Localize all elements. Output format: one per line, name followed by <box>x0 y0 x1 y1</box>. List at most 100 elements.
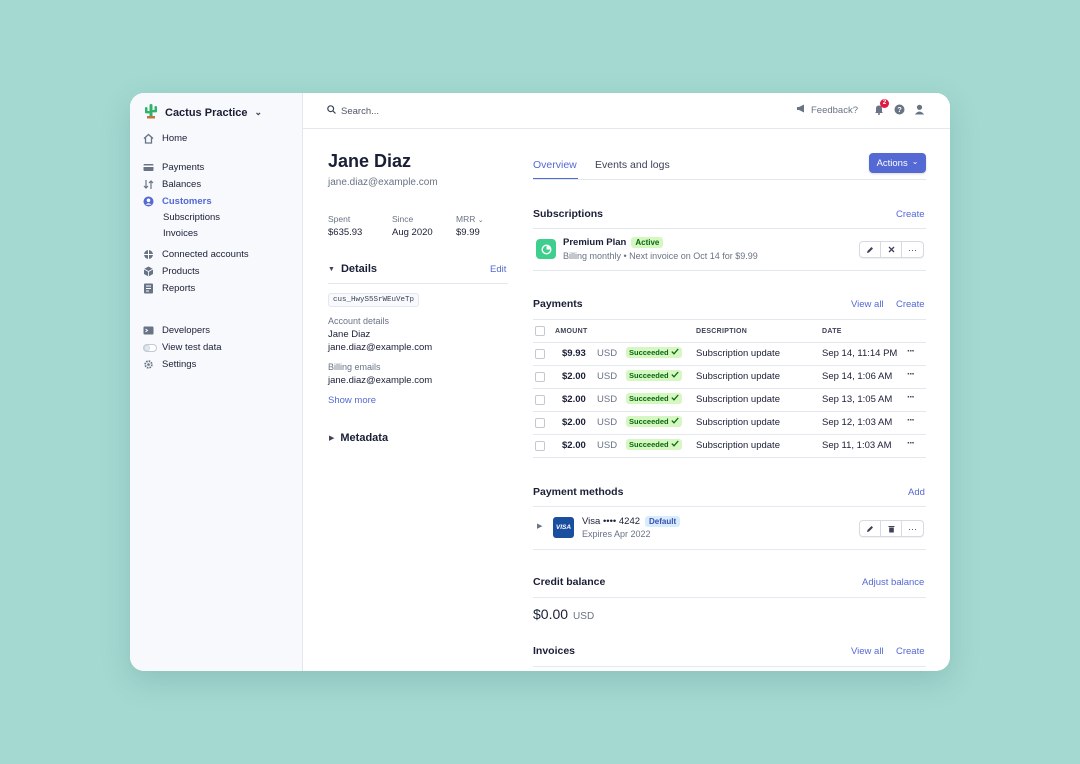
bell-icon <box>874 105 884 118</box>
brand-name: Cactus Practice <box>165 106 248 119</box>
sidebar-item-customers[interactable]: Customers <box>143 196 212 207</box>
account-switcher[interactable]: Cactus Practice ⌄ <box>144 103 262 122</box>
create-subscription-link[interactable]: Create <box>896 209 925 220</box>
add-payment-method-link[interactable]: Add <box>908 487 925 498</box>
sidebar-item-subscriptions[interactable]: Subscriptions <box>163 212 221 223</box>
details-toggle[interactable]: ▼ Details <box>328 263 377 275</box>
create-invoice-link[interactable]: Create <box>896 646 925 657</box>
sidebar-item-connected-accounts[interactable]: Connected accounts <box>143 249 249 260</box>
subscription-icon <box>536 239 556 259</box>
divider <box>533 319 926 320</box>
sidebar-item-products[interactable]: Products <box>143 266 200 277</box>
sidebar-item-developers[interactable]: Developers <box>143 325 210 336</box>
user-icon[interactable] <box>914 104 925 118</box>
divider <box>533 597 926 598</box>
products-icon <box>143 266 154 277</box>
payment-date: Sep 11, 1:03 AM <box>822 440 892 451</box>
status-badge: Active <box>631 237 664 248</box>
actions-button[interactable]: Actions ⌄ <box>869 153 926 173</box>
sidebar-item-payments[interactable]: Payments <box>143 162 204 173</box>
more-options-icon[interactable]: ··· <box>907 369 915 380</box>
details-title: Details <box>340 263 378 275</box>
payment-currency: USD <box>597 371 618 382</box>
sidebar-item-invoices[interactable]: Invoices <box>163 228 198 239</box>
status-badge: Succeeded <box>626 393 682 404</box>
gear-icon <box>143 359 154 370</box>
row-checkbox[interactable] <box>535 349 545 359</box>
stat-label: MRR <box>456 214 476 224</box>
balances-icon <box>143 179 154 190</box>
plan-name: Premium Plan <box>563 237 627 248</box>
search-bar[interactable]: Search... <box>327 105 379 117</box>
tab-events-and-logs[interactable]: Events and logs <box>595 159 670 171</box>
toggle-switch-icon[interactable] <box>143 342 157 353</box>
status-badge: Succeeded <box>626 416 682 427</box>
row-checkbox[interactable] <box>535 441 545 451</box>
actions-label: Actions <box>876 157 908 169</box>
stat-label: Since <box>392 214 414 224</box>
stat-mrr[interactable]: MRR ⌄ $9.99 <box>456 214 484 238</box>
help-icon[interactable]: ? <box>894 104 905 118</box>
create-payment-link[interactable]: Create <box>896 299 925 310</box>
billing-email: jane.diaz@example.com <box>328 375 433 386</box>
payment-date: Sep 13, 1:05 AM <box>822 394 893 405</box>
status-badge: Succeeded <box>626 370 682 381</box>
account-details-label: Account details <box>328 316 390 326</box>
view-all-payments-link[interactable]: View all <box>851 299 884 310</box>
row-checkbox[interactable] <box>535 372 545 382</box>
more-options-icon[interactable]: ··· <box>907 392 915 403</box>
subscription-actions: ··· <box>859 241 924 258</box>
edit-details-link[interactable]: Edit <box>490 264 507 275</box>
sidebar-item-label: Developers <box>162 325 211 336</box>
divider <box>533 666 926 667</box>
row-checkbox[interactable] <box>535 418 545 428</box>
tab-overview[interactable]: Overview <box>533 159 577 171</box>
more-options-icon[interactable]: ··· <box>907 415 915 426</box>
sidebar-item-settings[interactable]: Settings <box>143 359 196 370</box>
status-label: Succeeded <box>629 417 669 426</box>
search-input[interactable]: Search... <box>341 105 380 117</box>
payment-currency: USD <box>597 417 618 428</box>
check-icon <box>670 417 679 426</box>
more-options-icon[interactable]: ··· <box>907 438 915 449</box>
select-all-checkbox[interactable] <box>535 326 545 336</box>
payment-methods-title: Payment methods <box>533 486 624 498</box>
megaphone-icon <box>796 104 806 116</box>
status-badge: Succeeded <box>626 439 682 450</box>
view-all-invoices-link[interactable]: View all <box>851 646 884 657</box>
card-number: Visa •••• 4242 <box>582 516 641 527</box>
card-header: Visa •••• 4242 Default <box>582 516 681 527</box>
close-icon[interactable] <box>881 242 902 257</box>
caret-right-icon[interactable]: ▶ <box>537 523 543 530</box>
edit-pencil-icon[interactable] <box>860 242 881 257</box>
trash-icon[interactable] <box>881 521 902 536</box>
svg-text:?: ? <box>897 105 902 114</box>
customer-id: cus_HwyS5SrWEuVeTp <box>328 293 420 307</box>
balance-currency: USD <box>573 611 595 622</box>
payment-amount: $9.93 <box>562 348 586 359</box>
adjust-balance-link[interactable]: Adjust balance <box>862 577 925 588</box>
divider <box>533 434 926 435</box>
divider <box>533 506 926 507</box>
edit-pencil-icon[interactable] <box>860 521 881 536</box>
more-options-icon[interactable]: ··· <box>908 523 917 534</box>
sidebar-item-view-test-data[interactable]: View test data <box>143 342 222 353</box>
show-more-link[interactable]: Show more <box>328 395 377 406</box>
row-checkbox[interactable] <box>535 395 545 405</box>
metadata-title: Metadata <box>340 432 389 444</box>
more-options-icon[interactable]: ··· <box>908 244 917 255</box>
check-icon <box>670 348 679 357</box>
payment-description: Subscription update <box>696 348 780 359</box>
status-label: Succeeded <box>629 440 669 449</box>
check-icon <box>670 394 679 403</box>
feedback-button[interactable]: Feedback? <box>796 104 858 116</box>
sidebar-item-reports[interactable]: Reports <box>143 283 195 294</box>
notifications-button[interactable]: 2 <box>874 99 889 118</box>
status-label: Succeeded <box>629 371 669 380</box>
billing-emails-label: Billing emails <box>328 362 381 372</box>
more-options-icon[interactable]: ··· <box>907 346 915 357</box>
metadata-toggle[interactable]: ▶ Metadata <box>329 432 388 444</box>
sidebar-item-balances[interactable]: Balances <box>143 179 201 190</box>
sidebar-item-home[interactable]: Home <box>143 133 187 144</box>
caret-down-icon: ▼ <box>328 265 335 273</box>
